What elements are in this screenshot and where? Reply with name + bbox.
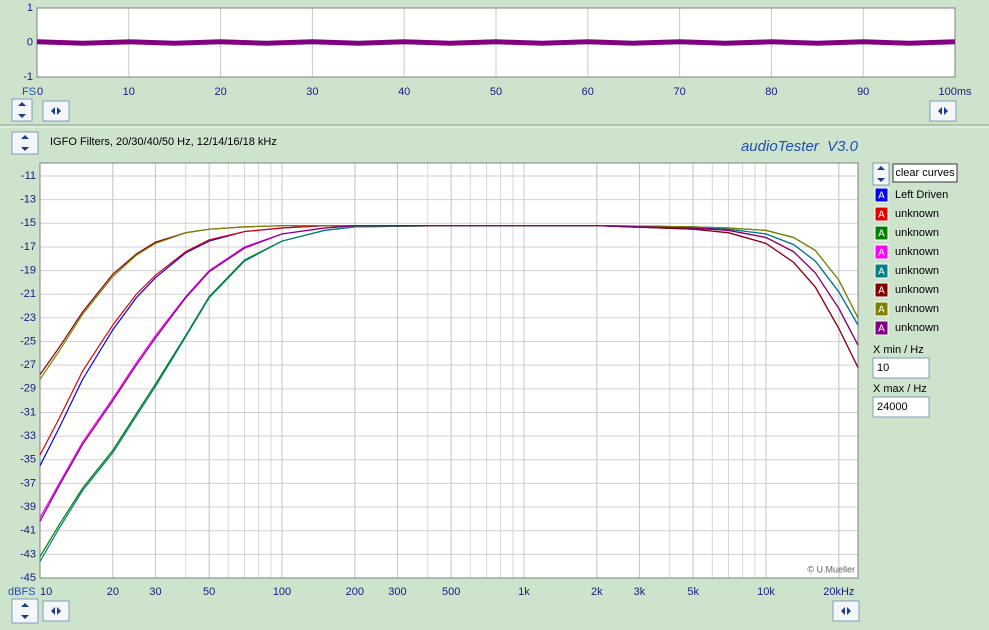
clear-button[interactable]: clear curves bbox=[892, 163, 958, 183]
legend-icon: A bbox=[878, 229, 885, 240]
x-tick-label: 10 bbox=[40, 586, 52, 598]
legend-icon: A bbox=[878, 267, 885, 278]
y-tick-label: -43 bbox=[20, 548, 36, 560]
legend-icon: A bbox=[878, 191, 885, 202]
x-tick-label: 30 bbox=[149, 586, 161, 598]
y-tick-label: 0 bbox=[27, 36, 33, 48]
legend-icon: A bbox=[878, 286, 885, 297]
credit: © U.Mueller bbox=[807, 564, 855, 574]
y-tick-label: -35 bbox=[20, 454, 36, 466]
field-label: X max / Hz bbox=[873, 383, 927, 395]
legend-swatch bbox=[874, 282, 889, 298]
legend-label: unknown bbox=[895, 322, 939, 334]
app-title: audioTester V3.0 bbox=[741, 138, 859, 155]
x-tick-label: 50 bbox=[203, 586, 215, 598]
y-tick-label: -37 bbox=[20, 477, 36, 489]
x-tick-label: 200 bbox=[346, 586, 364, 598]
x-tick-label: 50 bbox=[490, 86, 502, 98]
x-tick-label: 20 bbox=[107, 586, 119, 598]
input-value[interactable]: 24000 bbox=[877, 401, 908, 413]
x-tick-label: 80 bbox=[765, 86, 777, 98]
x-tick-label: 300 bbox=[388, 586, 406, 598]
y-tick-label: 1 bbox=[27, 2, 33, 14]
x-tick-label: 30 bbox=[306, 86, 318, 98]
curve bbox=[39, 225, 859, 562]
legend-swatch bbox=[874, 244, 889, 260]
curve bbox=[36, 39, 956, 46]
legend-label: unknown bbox=[895, 227, 939, 239]
legend-icon: A bbox=[878, 305, 885, 316]
x-tick-label: 100ms bbox=[938, 86, 972, 98]
scroll-button[interactable] bbox=[832, 600, 860, 622]
input-box[interactable] bbox=[872, 396, 930, 418]
y-tick-label: -25 bbox=[20, 335, 36, 347]
y-tick-label: -39 bbox=[20, 501, 36, 513]
y-tick-label: -1 bbox=[23, 71, 33, 83]
y-tick-label: -41 bbox=[20, 525, 36, 537]
y-tick-label: -45 bbox=[20, 572, 36, 584]
spin-button[interactable] bbox=[872, 162, 890, 186]
y-tick-label: -11 bbox=[21, 170, 36, 182]
legend-label: unknown bbox=[895, 284, 939, 296]
x-tick-label: 3k bbox=[634, 586, 646, 598]
y-tick-label: -19 bbox=[20, 264, 36, 276]
x-tick-label: 0 bbox=[37, 86, 43, 98]
legend-swatch bbox=[874, 263, 889, 279]
x-tick-label: 40 bbox=[398, 86, 410, 98]
spin-button[interactable] bbox=[11, 98, 33, 122]
legend-label: Left Driven bbox=[895, 189, 948, 201]
legend-swatch bbox=[874, 301, 889, 317]
y-tick-label: -17 bbox=[20, 241, 36, 253]
legend-icon: A bbox=[878, 248, 885, 259]
input-box[interactable] bbox=[872, 357, 930, 379]
scroll-button[interactable] bbox=[42, 100, 70, 122]
legend-icon: A bbox=[878, 324, 885, 335]
y-tick-label: -21 bbox=[20, 288, 36, 300]
y-axis-label: dBFS bbox=[8, 586, 36, 598]
legend-label: unknown bbox=[895, 303, 939, 315]
field-label: X min / Hz bbox=[873, 344, 924, 356]
scroll-button[interactable] bbox=[42, 600, 70, 622]
legend-swatch bbox=[874, 320, 889, 336]
legend-swatch bbox=[874, 206, 889, 222]
x-tick-label: 100 bbox=[273, 586, 291, 598]
y-tick-label: -13 bbox=[20, 194, 36, 206]
input-value[interactable]: 10 bbox=[877, 362, 889, 374]
y-tick-label: -33 bbox=[20, 430, 36, 442]
y-tick-label: -29 bbox=[20, 383, 36, 395]
legend-icon: A bbox=[878, 210, 885, 221]
x-tick-label: 20 bbox=[214, 86, 226, 98]
y-axis-label: FS bbox=[22, 86, 36, 98]
plot-border bbox=[39, 162, 859, 579]
x-tick-label: 60 bbox=[582, 86, 594, 98]
y-tick-label: -27 bbox=[20, 359, 36, 371]
legend-swatch bbox=[874, 225, 889, 241]
curve bbox=[39, 225, 859, 380]
y-tick-label: -23 bbox=[20, 312, 36, 324]
x-tick-label: 1k bbox=[518, 586, 530, 598]
spin-button[interactable] bbox=[11, 131, 39, 155]
legend-label: unknown bbox=[895, 246, 939, 258]
x-tick-label: 70 bbox=[673, 86, 685, 98]
x-tick-label: 90 bbox=[857, 86, 869, 98]
spin-button[interactable] bbox=[11, 598, 39, 624]
clear-button-label[interactable]: clear curves bbox=[895, 167, 955, 179]
x-tick-label: 10k bbox=[757, 586, 775, 598]
y-tick-label: -15 bbox=[20, 217, 36, 229]
curve bbox=[39, 225, 859, 522]
x-tick-label: 500 bbox=[442, 586, 460, 598]
x-tick-label: 2k bbox=[591, 586, 603, 598]
x-tick-label: 5k bbox=[687, 586, 699, 598]
legend-label: unknown bbox=[895, 265, 939, 277]
scroll-button[interactable] bbox=[929, 100, 957, 122]
x-tick-label: 10 bbox=[123, 86, 135, 98]
legend-swatch bbox=[874, 187, 889, 203]
subtitle: IGFO Filters, 20/30/40/50 Hz, 12/14/16/1… bbox=[50, 136, 277, 148]
y-tick-label: -31 bbox=[20, 406, 36, 418]
x-tick-label: 20kHz bbox=[823, 586, 854, 598]
legend-label: unknown bbox=[895, 208, 939, 220]
